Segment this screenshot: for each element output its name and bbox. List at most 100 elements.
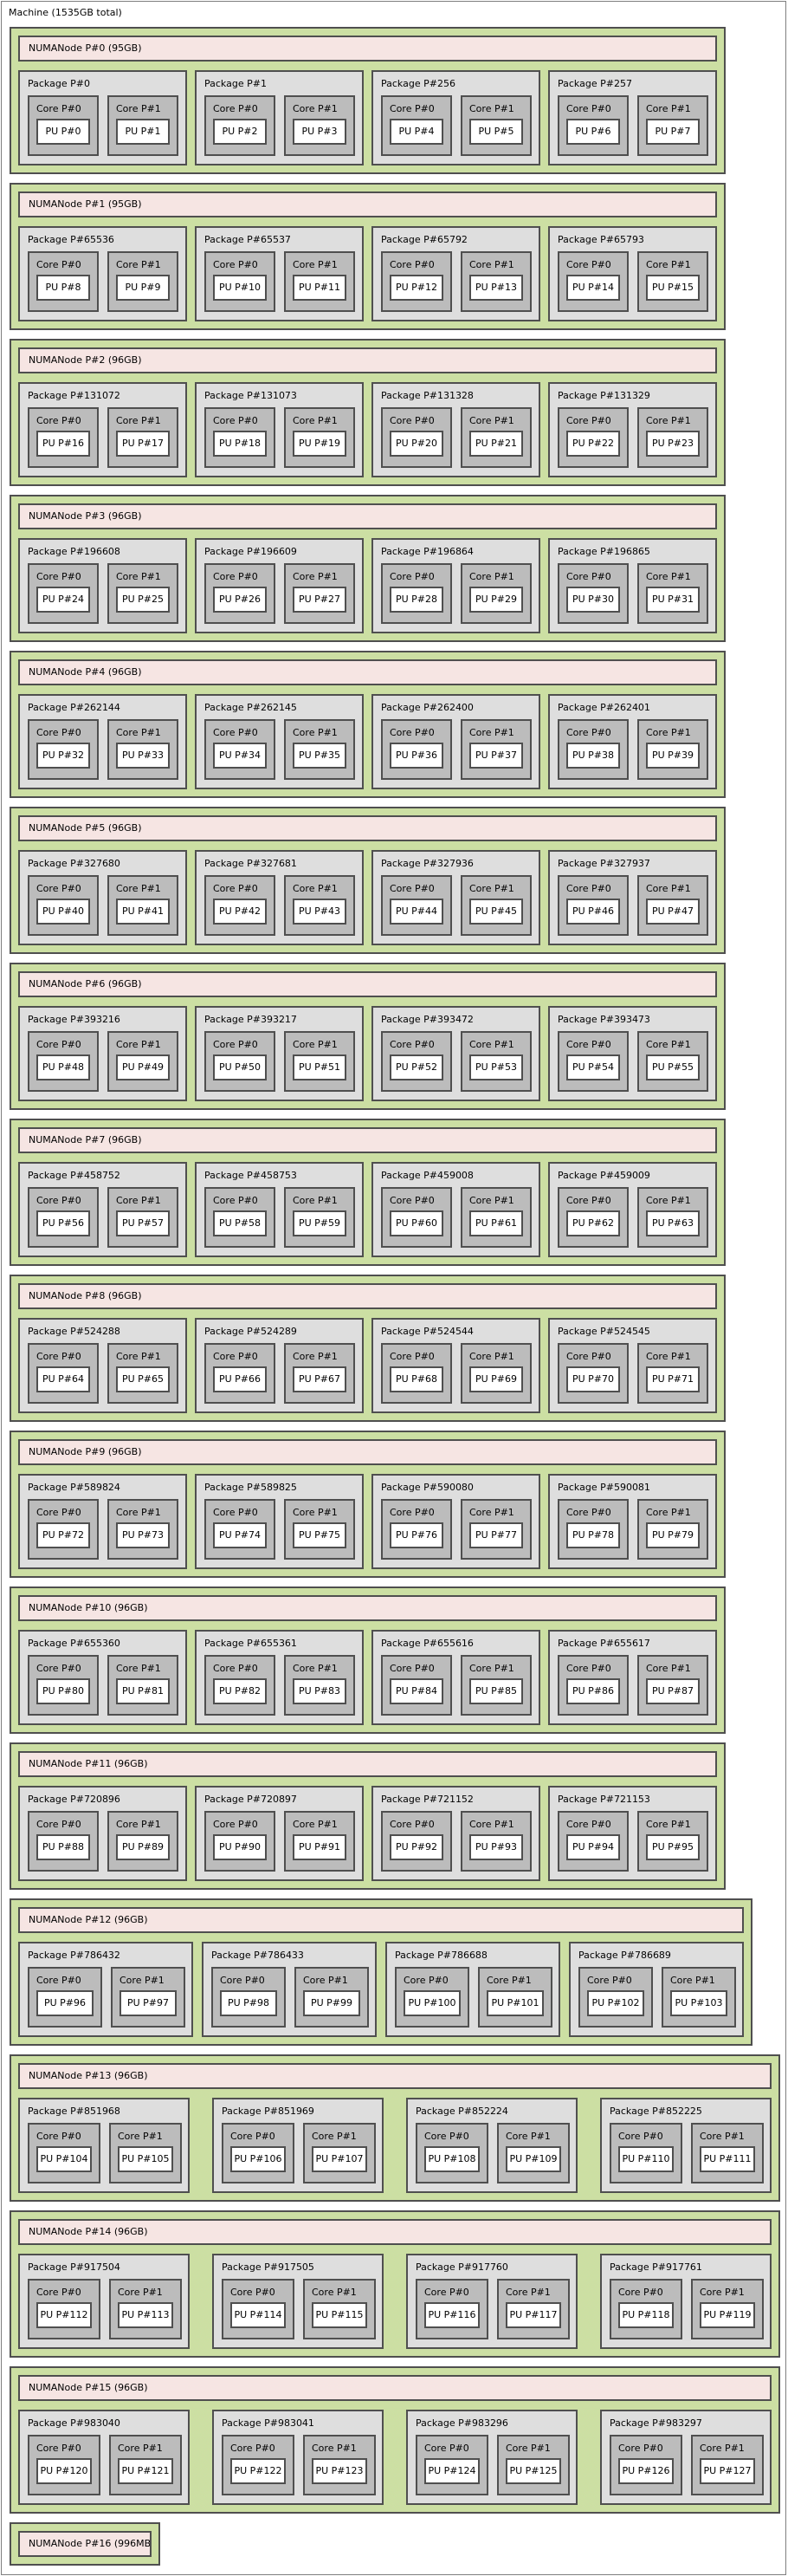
cores-row: Core P#0 PU P#84 Core P#1 PU P#85 <box>381 1655 532 1716</box>
pu-box: PU P#59 <box>293 1210 346 1236</box>
pu-box: PU P#17 <box>116 431 170 457</box>
core-label: Core P#0 <box>390 259 435 270</box>
core-label: Core P#1 <box>293 103 338 114</box>
core-box: Core P#1 PU P#75 <box>284 1499 355 1560</box>
cores-row: Core P#0 PU P#24 Core P#1 PU P#25 <box>28 563 178 624</box>
core-box: Core P#1 PU P#47 <box>637 875 708 936</box>
pu-box: PU P#26 <box>213 587 267 613</box>
cores-row: Core P#0 PU P#4 Core P#1 PU P#5 <box>381 95 532 156</box>
package-label: Package P#262144 <box>28 702 120 713</box>
pu-box: PU P#68 <box>390 1366 443 1392</box>
pu-box: PU P#58 <box>213 1210 267 1236</box>
cores-row: Core P#0 PU P#122 Core P#1 PU P#123 <box>222 2435 376 2495</box>
core-box: Core P#0 PU P#118 <box>610 2279 682 2339</box>
package-label: Package P#0 <box>28 78 90 89</box>
pu-box: PU P#7 <box>646 119 700 145</box>
core-box: Core P#1 PU P#93 <box>461 1811 532 1872</box>
pu-box: PU P#30 <box>566 587 620 613</box>
package-box: Package P#655617 Core P#0 PU P#86 Core P#1 P… <box>548 1630 717 1725</box>
package-label: Package P#852224 <box>416 2106 508 2117</box>
package-label: Package P#458753 <box>204 1170 297 1181</box>
core-box: Core P#0 PU P#82 <box>204 1655 275 1716</box>
package-box: Package P#721153 Core P#0 PU P#94 Core P#1 P… <box>548 1786 717 1881</box>
package-label: Package P#720897 <box>204 1794 297 1805</box>
core-label: Core P#0 <box>36 1819 81 1830</box>
package-box: Package P#65792 Core P#0 PU P#12 Core P#1 PU… <box>371 226 540 321</box>
numa-node-group: NUMANode P#13 (96GB) Package P#851968 Core… <box>10 2054 780 2202</box>
pu-box: PU P#44 <box>390 899 443 925</box>
numa-node-group: NUMANode P#4 (96GB) Package P#262144 Core … <box>10 651 726 798</box>
numa-node-group: NUMANode P#8 (96GB) Package P#524288 Core … <box>10 1275 726 1422</box>
numanode-label: NUMANode P#12 (96GB) <box>18 1907 744 1933</box>
cores-row: Core P#0 PU P#14 Core P#1 PU P#15 <box>558 251 708 312</box>
pu-box: PU P#43 <box>293 899 346 925</box>
pu-box: PU P#115 <box>312 2302 367 2328</box>
core-box: Core P#0 PU P#60 <box>381 1187 452 1248</box>
pu-box: PU P#99 <box>303 1990 360 2016</box>
numanode-label: NUMANode P#2 (96GB) <box>18 347 717 373</box>
core-label: Core P#0 <box>390 1039 435 1050</box>
core-box: Core P#0 PU P#18 <box>204 407 275 468</box>
package-box: Package P#983296 Core P#0 PU P#124 Core P#1… <box>406 2410 578 2505</box>
cores-row: Core P#0 PU P#124 Core P#1 PU P#125 <box>416 2435 570 2495</box>
core-box: Core P#1 PU P#85 <box>461 1655 532 1716</box>
core-box: Core P#1 PU P#63 <box>637 1187 708 1248</box>
core-box: Core P#1 PU P#17 <box>107 407 178 468</box>
pu-box: PU P#78 <box>566 1522 620 1548</box>
core-box: Core P#0 PU P#40 <box>28 875 99 936</box>
core-box: Core P#1 PU P#33 <box>107 719 178 780</box>
pu-box: PU P#127 <box>700 2458 755 2484</box>
package-label: Package P#524544 <box>381 1326 474 1337</box>
pu-box: PU P#0 <box>36 119 90 145</box>
package-box: Package P#917761 Core P#0 PU P#118 Core P#1… <box>600 2254 772 2349</box>
cores-row: Core P#0 PU P#56 Core P#1 PU P#57 <box>28 1187 178 1248</box>
core-label: Core P#1 <box>469 415 514 426</box>
core-label: Core P#0 <box>36 415 81 426</box>
package-box: Package P#65793 Core P#0 PU P#14 Core P#1 PU… <box>548 226 717 321</box>
pu-box: PU P#38 <box>566 743 620 769</box>
package-label: Package P#196608 <box>28 546 120 557</box>
core-label: Core P#1 <box>116 883 161 894</box>
package-box: Package P#917505 Core P#0 PU P#114 Core P#1… <box>212 2254 384 2349</box>
package-box: Package P#524289 Core P#0 PU P#66 Core P#1 P… <box>195 1318 364 1413</box>
core-label: Core P#1 <box>293 1039 338 1050</box>
pu-box: PU P#4 <box>390 119 443 145</box>
core-box: Core P#1 PU P#3 <box>284 95 355 156</box>
core-label: Core P#1 <box>116 1351 161 1362</box>
cores-row: Core P#0 PU P#44 Core P#1 PU P#45 <box>381 875 532 936</box>
core-label: Core P#1 <box>312 2287 357 2298</box>
core-box: Core P#1 PU P#55 <box>637 1031 708 1092</box>
package-box: Package P#327681 Core P#0 PU P#42 Core P#1 P… <box>195 850 364 945</box>
packages-row: Package P#393216 Core P#0 PU P#48 Core P#1 P… <box>18 1006 717 1101</box>
cores-row: Core P#0 PU P#66 Core P#1 PU P#67 <box>204 1343 355 1404</box>
package-label: Package P#851968 <box>28 2106 120 2117</box>
pu-box: PU P#34 <box>213 743 267 769</box>
core-box: Core P#1 PU P#11 <box>284 251 355 312</box>
numanode-label: NUMANode P#15 (96GB) <box>18 2375 772 2401</box>
package-box: Package P#917504 Core P#0 PU P#112 Core P#1… <box>18 2254 190 2349</box>
core-box: Core P#0 PU P#102 <box>578 1967 653 2028</box>
core-box: Core P#1 PU P#31 <box>637 563 708 624</box>
core-box: Core P#0 PU P#80 <box>28 1655 99 1716</box>
core-label: Core P#0 <box>36 2131 81 2142</box>
package-label: Package P#196609 <box>204 546 297 557</box>
cores-row: Core P#0 PU P#22 Core P#1 PU P#23 <box>558 407 708 468</box>
package-box: Package P#917760 Core P#0 PU P#116 Core P#1… <box>406 2254 578 2349</box>
package-label: Package P#65536 <box>28 234 114 245</box>
core-label: Core P#1 <box>118 2131 163 2142</box>
pu-box: PU P#50 <box>213 1054 267 1080</box>
numanode-label: NUMANode P#1 (95GB) <box>18 191 717 217</box>
core-label: Core P#0 <box>390 1507 435 1518</box>
core-box: Core P#0 PU P#88 <box>28 1811 99 1872</box>
numa-node-group: NUMANode P#16 (996MB) <box>10 2522 160 2566</box>
pu-box: PU P#20 <box>390 431 443 457</box>
package-box: Package P#393473 Core P#0 PU P#54 Core P#1 P… <box>548 1006 717 1101</box>
packages-row: Package P#327680 Core P#0 PU P#40 Core P#1 P… <box>18 850 717 945</box>
pu-box: PU P#62 <box>566 1210 620 1236</box>
pu-box: PU P#111 <box>700 2146 755 2172</box>
core-box: Core P#1 PU P#109 <box>497 2123 570 2183</box>
pu-box: PU P#90 <box>213 1834 267 1860</box>
core-label: Core P#0 <box>213 103 258 114</box>
numanode-label: NUMANode P#5 (96GB) <box>18 815 717 841</box>
core-box: Core P#1 PU P#43 <box>284 875 355 936</box>
